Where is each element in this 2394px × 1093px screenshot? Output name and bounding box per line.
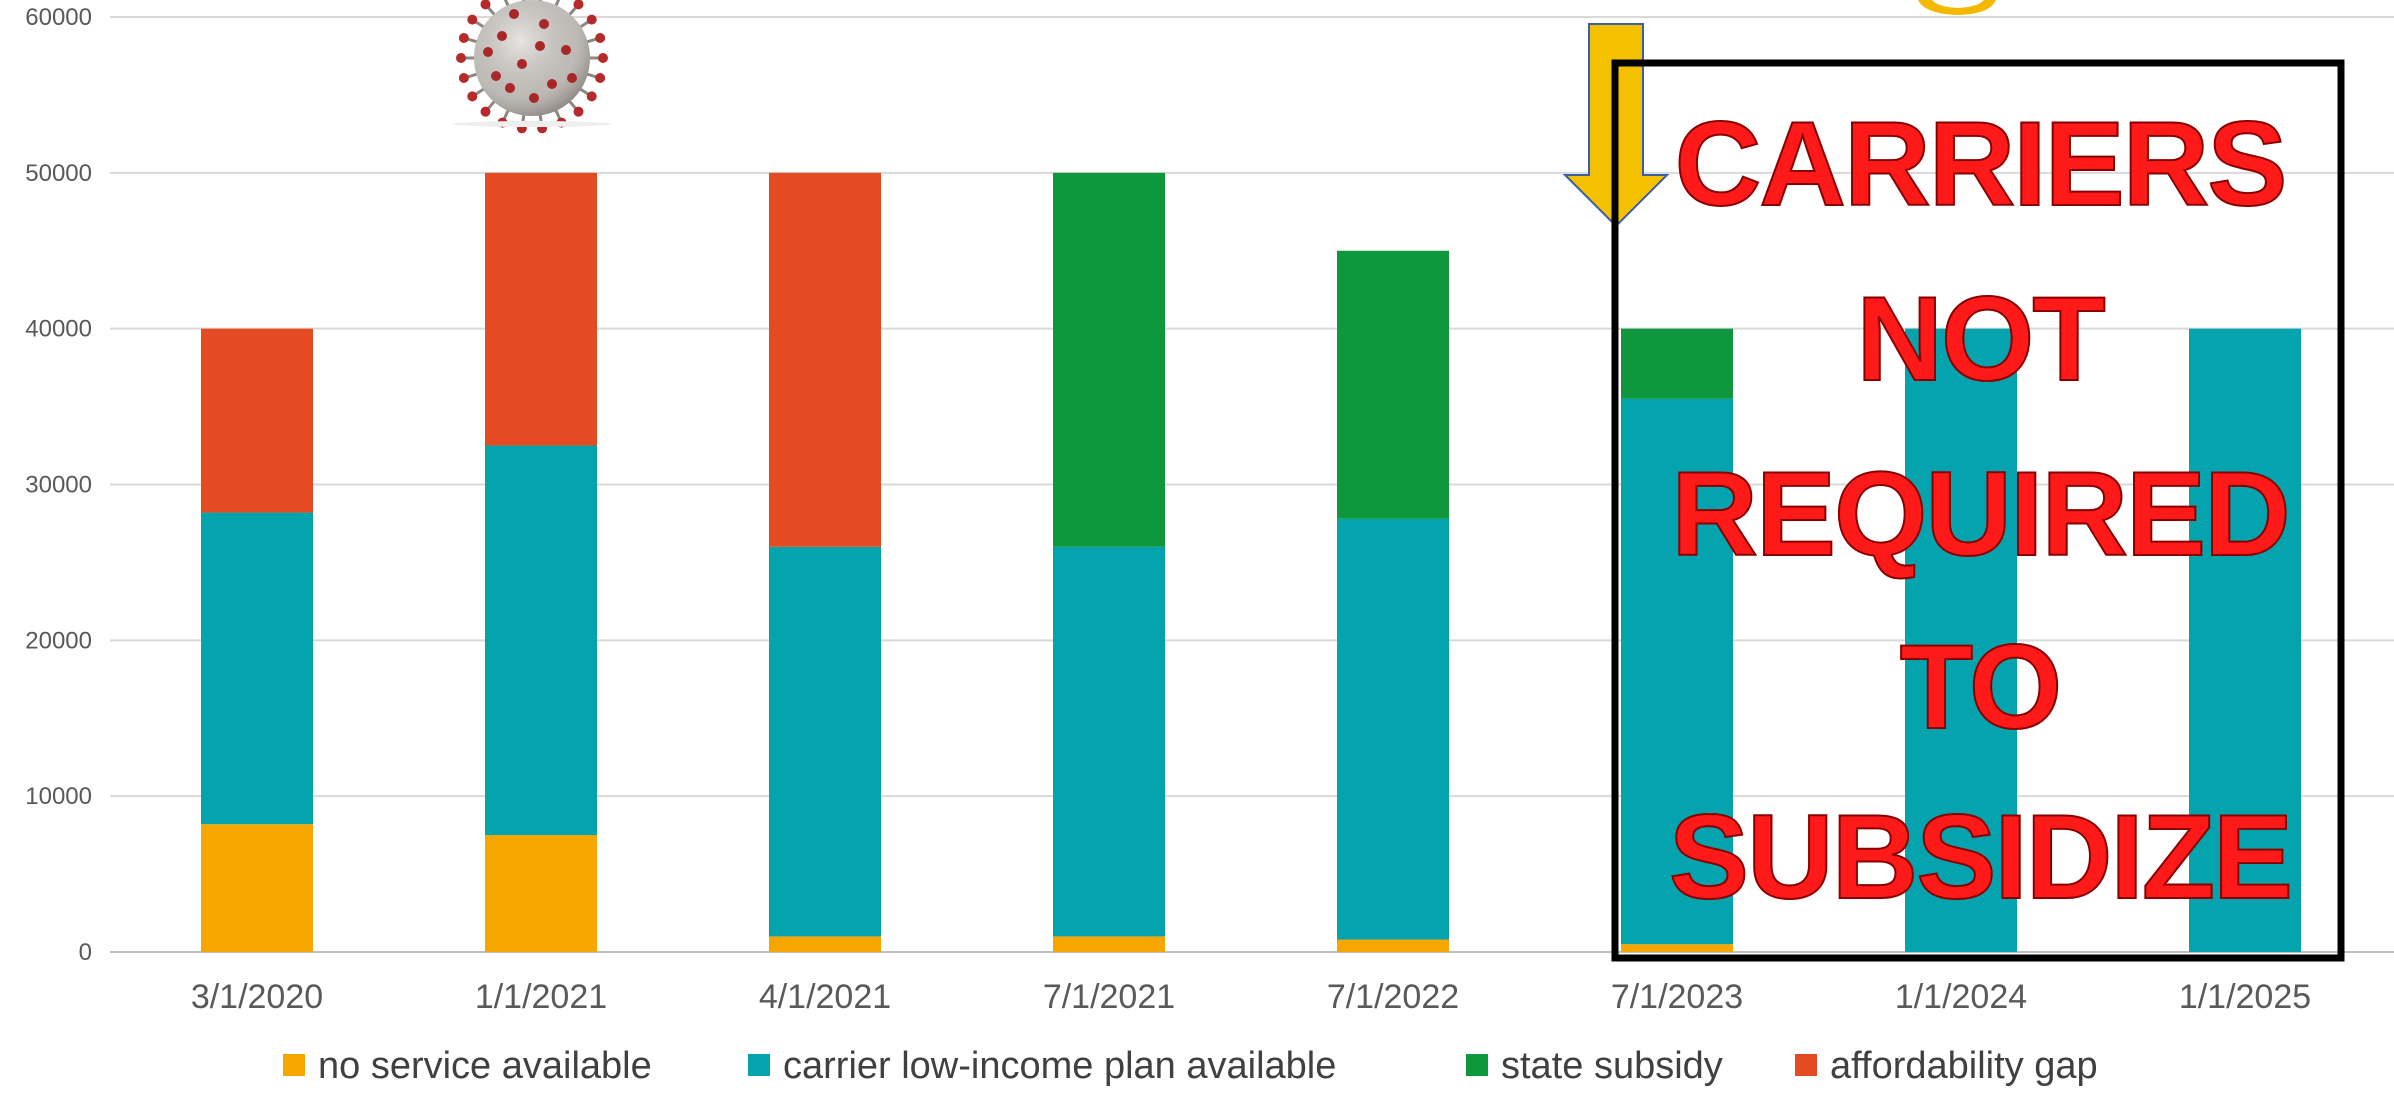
y-tick-label: 60000 bbox=[25, 4, 92, 31]
bar-segment bbox=[1053, 546, 1165, 937]
x-tick-label: 7/1/2021 bbox=[1043, 978, 1175, 1016]
bar-segment bbox=[1621, 944, 1733, 952]
y-tick-label: 30000 bbox=[25, 472, 92, 499]
bar-segment bbox=[1621, 328, 1733, 399]
legend-label: no service available bbox=[318, 1045, 652, 1087]
bars bbox=[201, 172, 2301, 953]
legend-swatch bbox=[283, 1054, 305, 1076]
callout-line: TO bbox=[1900, 620, 2060, 754]
y-tick-label: 20000 bbox=[25, 627, 92, 654]
bar-segment bbox=[201, 824, 313, 952]
bar-segment bbox=[1053, 172, 1165, 547]
cropped-yellow-letter bbox=[1918, 0, 1996, 15]
legend: no service available carrier low-income p… bbox=[283, 1045, 2098, 1087]
bar-segment bbox=[769, 172, 881, 547]
x-tick-label: 1/1/2025 bbox=[2179, 978, 2311, 1016]
bar-segment bbox=[1337, 250, 1449, 519]
y-tick-label: 10000 bbox=[25, 783, 92, 810]
bar-segment bbox=[769, 546, 881, 937]
legend-label: carrier low-income plan available bbox=[783, 1045, 1336, 1087]
callout-line: SUBSIDIZE bbox=[1669, 790, 2291, 924]
x-tick-label: 1/1/2021 bbox=[475, 978, 607, 1016]
legend-swatch bbox=[1466, 1054, 1488, 1076]
callout-line: REQUIRED bbox=[1671, 447, 2288, 581]
y-axis-tick-labels: 0 10000 20000 30000 40000 50000 60000 bbox=[25, 4, 92, 966]
bar-segment bbox=[1337, 939, 1449, 952]
callout-text: CARRIERS NOT REQUIRED TO SUBSIDIZE bbox=[1668, 96, 2294, 925]
y-tick-label: 40000 bbox=[25, 316, 92, 343]
bar-segment bbox=[201, 512, 313, 825]
x-axis-tick-labels: 3/1/2020 1/1/2021 4/1/2021 7/1/2021 7/1/2022… bbox=[191, 978, 2311, 1016]
virus-shadow bbox=[452, 121, 612, 127]
bar-segment bbox=[485, 172, 597, 446]
bar-segment bbox=[485, 835, 597, 952]
bar-segment bbox=[1053, 936, 1165, 952]
y-tick-label: 50000 bbox=[25, 160, 92, 187]
y-tick-label: 0 bbox=[79, 939, 92, 966]
callout-box bbox=[1611, 59, 2345, 962]
bar-segment bbox=[1621, 398, 1733, 945]
legend-swatch bbox=[748, 1054, 770, 1076]
bar-segment bbox=[2189, 328, 2301, 953]
legend-label: state subsidy bbox=[1501, 1045, 1723, 1087]
x-tick-label: 7/1/2023 bbox=[1611, 978, 1743, 1016]
bar-segment bbox=[1905, 328, 2017, 953]
coronavirus-icon bbox=[456, 0, 608, 134]
callout-line: NOT bbox=[1856, 272, 2105, 406]
bar-segment bbox=[201, 328, 313, 513]
legend-swatch bbox=[1795, 1054, 1817, 1076]
bar-segment bbox=[769, 936, 881, 952]
bar-segment bbox=[1337, 518, 1449, 940]
x-tick-label: 4/1/2021 bbox=[759, 978, 891, 1016]
x-tick-label: 7/1/2022 bbox=[1327, 978, 1459, 1016]
legend-label: affordability gap bbox=[1830, 1045, 2098, 1087]
x-tick-label: 3/1/2020 bbox=[191, 978, 323, 1016]
callout-line: CARRIERS bbox=[1675, 97, 2286, 231]
bar-segment bbox=[485, 445, 597, 836]
x-tick-label: 1/1/2024 bbox=[1895, 978, 2027, 1016]
